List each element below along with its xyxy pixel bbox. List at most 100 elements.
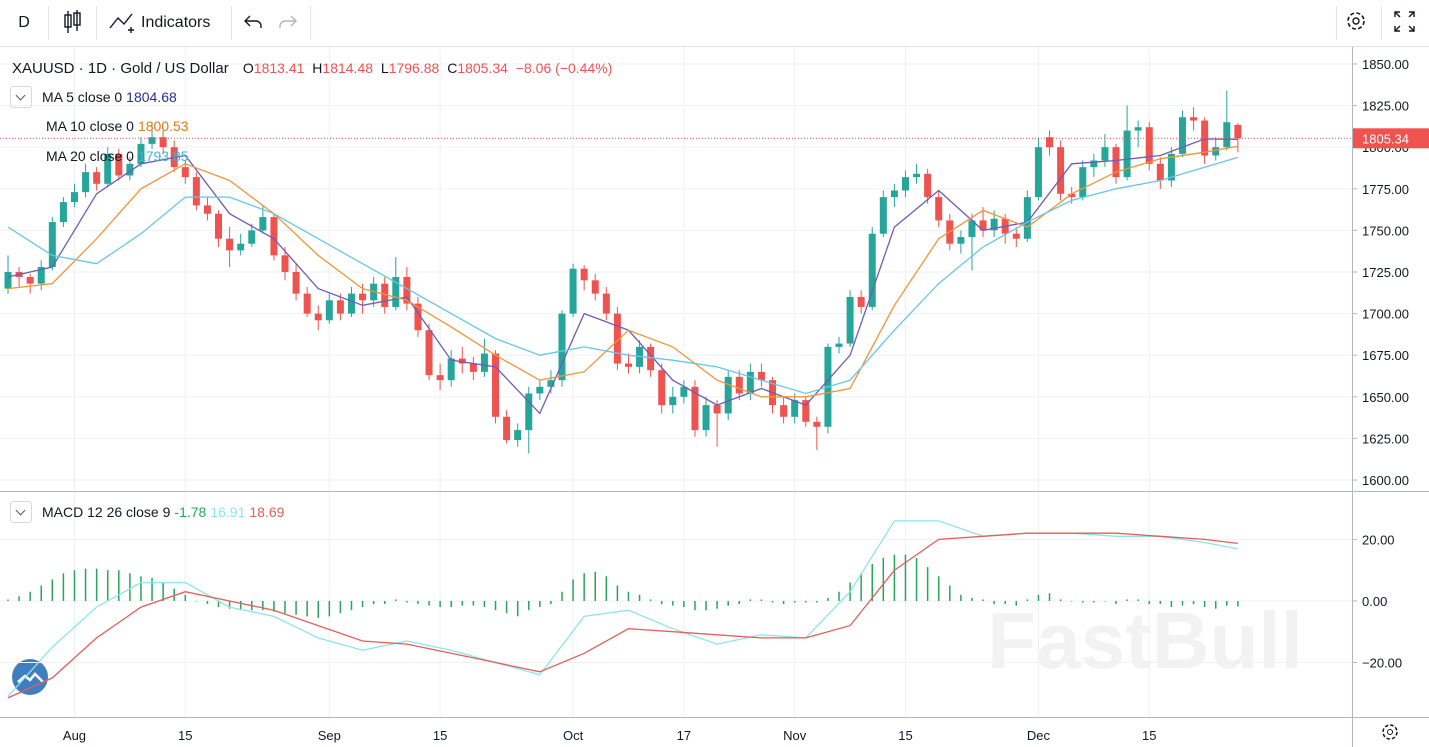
undo-button[interactable] (244, 15, 262, 28)
histogram-bar (417, 600, 419, 605)
candle-body (1223, 122, 1231, 148)
histogram-bar (239, 600, 242, 611)
legend-name: MA 10 close 0 (46, 118, 134, 134)
settings-button[interactable] (1347, 12, 1365, 30)
histogram-bar (605, 576, 608, 601)
y-tick-label: 0.00 (1362, 594, 1387, 609)
candle-body (126, 163, 134, 176)
histogram-bar (1203, 600, 1206, 608)
histogram-bar (1093, 600, 1095, 603)
histogram-bar (716, 600, 718, 609)
histogram-bar (29, 591, 31, 601)
candle-body (4, 271, 12, 289)
histogram-bar (572, 579, 574, 601)
histogram-bar (982, 599, 984, 601)
candle-body (547, 380, 555, 387)
ohlc-label: O (242, 60, 254, 76)
legend-value: 1793.85 (137, 148, 189, 164)
candle-body (935, 197, 943, 221)
chart-type-button[interactable] (64, 10, 81, 33)
legend-value: 18.69 (249, 504, 285, 520)
histogram-bar (439, 600, 441, 608)
histogram-bar (827, 597, 829, 601)
x-tick-label: 15 (1142, 728, 1156, 743)
histogram-bar (95, 568, 98, 601)
legend-name: MA 5 close 0 (42, 89, 123, 105)
histogram-bar (1192, 600, 1195, 605)
candle-body (569, 268, 577, 314)
histogram-bar (339, 600, 342, 614)
histogram-bar (1070, 600, 1073, 602)
histogram-bar (140, 576, 142, 601)
candle-body (303, 293, 311, 314)
candle-body (226, 238, 234, 251)
histogram-bar (649, 599, 652, 601)
histogram-bar (195, 600, 198, 602)
axis-settings-button[interactable] (1382, 724, 1398, 740)
candle-body (403, 276, 411, 304)
histogram-bar (539, 600, 541, 608)
histogram-bar (760, 599, 763, 601)
histogram-bar (162, 582, 164, 601)
candle-body (436, 375, 444, 381)
candle-body (691, 386, 699, 431)
candle-body (536, 386, 544, 394)
candle-body (1101, 147, 1109, 161)
logo[interactable] (12, 659, 48, 695)
x-tick-label: 15 (898, 728, 912, 743)
candle-body (1201, 120, 1209, 156)
candle-body (658, 370, 666, 406)
candle-body (924, 173, 932, 198)
redo-button[interactable] (279, 15, 297, 28)
toolbar (0, 0, 1429, 46)
y-tick-label: 1725.00 (1362, 265, 1409, 280)
histogram-bar (350, 600, 353, 611)
histogram-bar (18, 596, 20, 601)
open-value: 1813.41 (253, 60, 305, 76)
histogram-bar (184, 594, 187, 601)
histogram-bar (838, 591, 840, 601)
histogram-bar (1170, 600, 1173, 608)
candle-body (813, 421, 821, 427)
x-tick-label: 17 (677, 728, 691, 743)
collapse-button[interactable] (10, 86, 32, 108)
histogram-bar (793, 600, 796, 603)
histogram-bar (993, 600, 995, 605)
candle-body (802, 400, 810, 422)
histogram-bar (317, 600, 319, 618)
histogram-bar (505, 600, 508, 614)
indicators-button[interactable]: Indicators (141, 14, 210, 31)
candle-body (1090, 160, 1098, 168)
candle-body (192, 177, 200, 206)
change-percent: (−0.44%) (555, 60, 613, 76)
interval-button[interactable]: D (18, 14, 30, 31)
histogram-bar (550, 600, 552, 605)
histogram-bar (1104, 600, 1106, 602)
histogram-bar (494, 600, 497, 611)
candle-body (1156, 163, 1164, 181)
candle-body (1034, 147, 1042, 198)
candle-body (746, 371, 754, 394)
legend-name: MACD 12 26 close 9 (42, 504, 171, 520)
candle-body (514, 430, 522, 441)
candle-body (558, 313, 566, 381)
watermark: FastBull (987, 596, 1303, 685)
histogram-bar (173, 588, 175, 601)
pane: 1600.00 1625.00 1650.00 1675.00 1700.00 1725.… (0, 47, 1429, 491)
collapse-button[interactable] (10, 501, 32, 523)
histogram-bar (782, 600, 785, 605)
histogram-bar (40, 585, 42, 601)
fullscreen-button[interactable] (1394, 11, 1415, 32)
y-tick-label: 1825.00 (1362, 99, 1409, 114)
candle-body (1123, 130, 1131, 178)
histogram-bar (262, 600, 264, 611)
histogram-bar (727, 600, 729, 606)
change: −8.06 (515, 60, 552, 76)
histogram-bar (1004, 600, 1006, 605)
candle-body (525, 393, 533, 431)
histogram-bar (915, 557, 918, 601)
histogram-bar (1214, 600, 1217, 609)
indicators-icon[interactable] (109, 13, 134, 33)
